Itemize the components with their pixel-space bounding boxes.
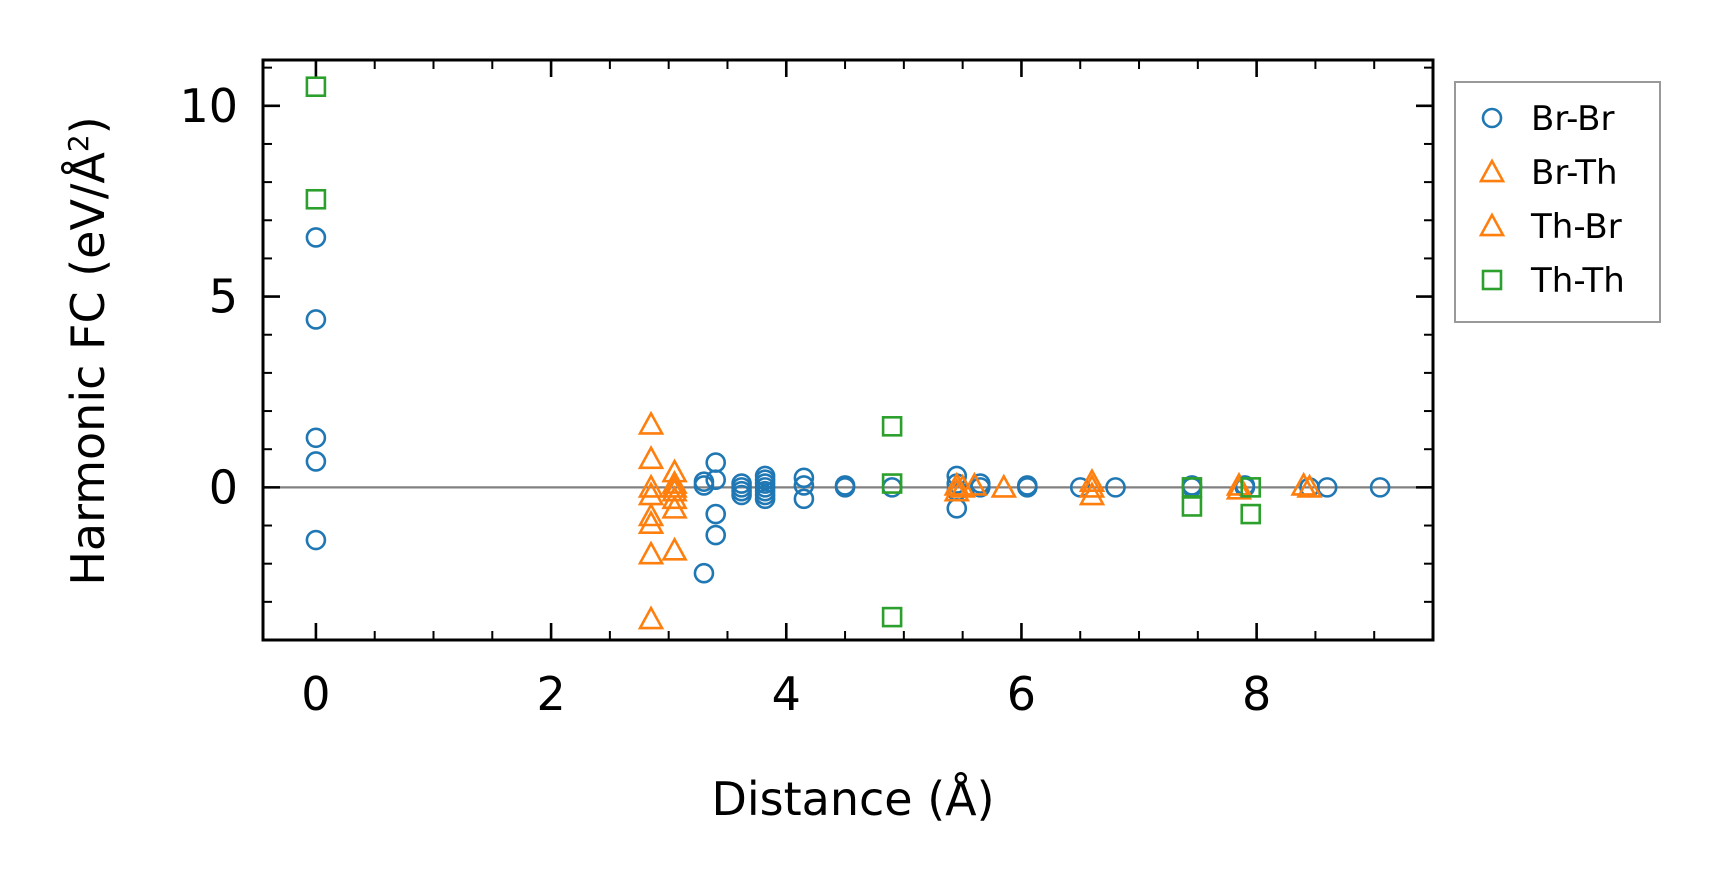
data-point-th-br: [1078, 473, 1106, 498]
y-axis-label-superscript: 2: [62, 134, 95, 152]
data-point-br-br: [793, 475, 815, 496]
series-th-th: [305, 76, 1262, 628]
data-point-br-th: [637, 445, 665, 470]
data-point-br-th: [661, 485, 688, 510]
major-ticks: [263, 60, 1433, 640]
legend-marker-th-br: [1478, 212, 1506, 237]
legend-label: Th-Br: [1530, 207, 1622, 247]
data-point-br-br: [969, 477, 991, 498]
x-axis-label: Distance (Å): [711, 772, 994, 826]
legend: Br-Br Br-Th Th-Br Th-Th: [1454, 81, 1661, 323]
data-point-br-th: [961, 471, 988, 496]
data-point-th-br: [637, 473, 665, 498]
data-point-br-br: [731, 484, 752, 506]
data-point-br-th: [1078, 481, 1106, 506]
data-point-br-br: [1369, 477, 1391, 498]
y-tick-label: 0: [209, 460, 238, 514]
data-point-br-th: [661, 477, 688, 502]
legend-label: Br-Br: [1531, 99, 1615, 139]
data-point-br-th: [661, 536, 688, 561]
data-point-br-th: [637, 605, 665, 630]
legend-item-br-br: Br-Br: [1481, 99, 1615, 139]
data-point-br-br: [1316, 477, 1338, 498]
y-tick-label: 10: [179, 79, 238, 133]
data-point-br-br: [1105, 477, 1126, 498]
data-point-br-th: [943, 471, 970, 496]
legend-item-br-th: Br-Th: [1478, 153, 1618, 193]
data-point-br-th: [661, 494, 688, 519]
data-point-br-br: [305, 451, 327, 472]
y-tick-labels: 0 5 10: [179, 79, 238, 515]
y-tick-label: 5: [209, 270, 238, 324]
legend-label: Br-Th: [1531, 153, 1618, 193]
minor-ticks: [263, 60, 1434, 641]
data-point-br-br: [305, 227, 327, 248]
legend-box: [1454, 81, 1661, 323]
data-point-th-th: [305, 188, 327, 210]
series-br-th: [637, 410, 1323, 630]
data-markers: [305, 76, 1391, 630]
legend-item-th-br: Th-Br: [1478, 207, 1622, 247]
legend-item-th-th: Th-Th: [1481, 261, 1625, 301]
data-point-br-br: [793, 467, 815, 489]
data-point-br-th: [990, 473, 1018, 498]
x-tick-label: 2: [536, 667, 565, 721]
data-point-th-th: [1240, 503, 1262, 525]
legend-marker-br-th: [1478, 158, 1506, 183]
x-tick-label: 6: [1007, 667, 1036, 721]
legend-marker-br-br: [1481, 107, 1503, 129]
data-point-br-br: [834, 477, 856, 498]
y-axis-label-main: Harmonic FC (eV/Å: [61, 152, 115, 586]
data-point-th-br: [949, 473, 976, 498]
data-point-br-th: [1296, 473, 1323, 498]
data-point-br-br: [705, 503, 727, 525]
data-point-br-br: [305, 427, 327, 449]
data-point-br-br: [693, 475, 715, 496]
data-point-br-br: [705, 469, 727, 491]
data-point-th-th: [1240, 477, 1262, 498]
data-point-br-br: [305, 309, 327, 330]
data-point-br-th: [637, 410, 665, 435]
x-tick-label: 0: [301, 667, 330, 721]
data-point-th-th: [305, 76, 327, 98]
data-point-br-br: [1017, 477, 1038, 498]
data-point-br-th: [1225, 471, 1253, 496]
data-point-br-br: [754, 488, 776, 510]
data-point-br-th: [1078, 467, 1106, 492]
plot-area: [261, 58, 1435, 642]
x-tick-labels: 0 2 4 6 8: [301, 667, 1271, 721]
data-point-br-th: [637, 509, 665, 534]
y-axis-label-close: ): [61, 116, 115, 134]
x-tick-label: 8: [1242, 667, 1271, 721]
y-axis-label: Harmonic FC (eV/Å2): [61, 116, 115, 585]
data-point-th-br: [661, 473, 688, 498]
data-point-th-br: [1290, 471, 1317, 496]
data-point-br-th: [943, 477, 970, 502]
data-point-br-th: [637, 502, 665, 527]
data-point-br-br: [305, 529, 327, 551]
data-point-br-th: [661, 469, 688, 494]
data-point-br-br: [705, 524, 727, 546]
data-point-br-th: [637, 540, 665, 565]
legend-label: Th-Th: [1530, 261, 1625, 301]
series-th-br: [637, 471, 1317, 500]
data-point-br-br: [693, 562, 715, 584]
data-point-th-th: [1181, 496, 1203, 517]
data-point-br-br: [793, 488, 815, 510]
data-point-th-br: [1225, 475, 1253, 500]
axes-frame: [261, 58, 1435, 642]
data-point-th-th: [881, 473, 903, 494]
data-point-th-th: [881, 416, 903, 437]
legend-marker-th-th: [1481, 269, 1503, 291]
x-tick-label: 4: [772, 667, 801, 721]
data-point-th-th: [881, 606, 903, 628]
